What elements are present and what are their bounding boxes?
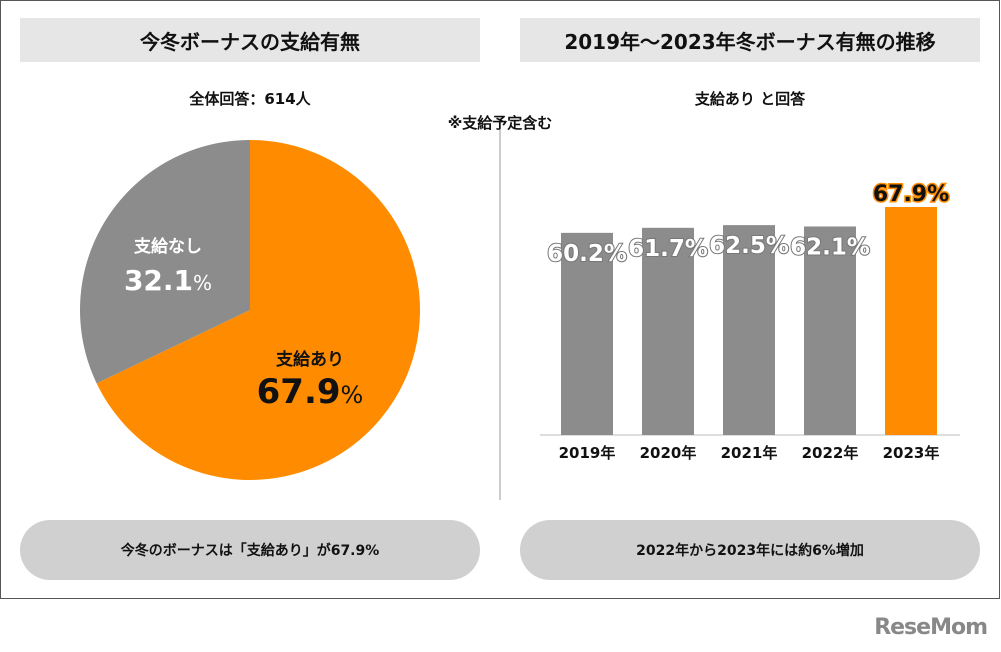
left-summary: 今冬のボーナスは「支給あり」が67.9% — [20, 520, 480, 580]
pie-label: 支給あり — [276, 349, 344, 370]
pie-slice-0 — [96, 140, 420, 481]
bar-2022年 — [804, 226, 856, 435]
bar-2019年 — [561, 232, 613, 435]
x-tick-label: 2021年 — [721, 444, 778, 462]
right-title: 2019年～2023年冬ボーナス有無の推移 — [520, 18, 980, 62]
bar-value-label: 62.5% — [709, 233, 789, 259]
pie-label: 支給なし — [134, 236, 202, 257]
pie-slice-1 — [80, 140, 250, 384]
note: ※支給予定含む — [447, 114, 553, 132]
bar-2023年 — [885, 207, 937, 435]
bar-value-label: 60.2% — [547, 241, 627, 267]
pie-value: 67.9% — [257, 372, 364, 412]
x-tick-label: 2023年 — [883, 444, 940, 462]
bar-value-label: 61.7% — [628, 236, 708, 262]
bar-chart: 60.2% 2019年 61.7% 2020年 62.5% 2021年 62.1% 2022年… — [540, 181, 960, 462]
x-tick-label: 2020年 — [640, 444, 697, 462]
divider — [499, 130, 501, 500]
right-summary: 2022年から2023年には約6%増加 — [520, 520, 980, 580]
resemom-logo: ReseMom — [874, 615, 988, 640]
bar-2020年 — [642, 227, 694, 435]
left-subtitle: 全体回答：614人 — [189, 90, 311, 108]
bar-value-label: 62.1% — [790, 234, 870, 260]
frame — [0, 0, 1000, 599]
bar-2021年 — [723, 225, 775, 435]
left-title: 今冬ボーナスの支給有無 — [20, 18, 480, 62]
x-tick-label: 2019年 — [559, 444, 616, 462]
x-tick-label: 2022年 — [802, 444, 859, 462]
right-subtitle: 支給あり と回答 — [694, 90, 806, 108]
bar-value-label: 67.9% — [873, 182, 949, 207]
